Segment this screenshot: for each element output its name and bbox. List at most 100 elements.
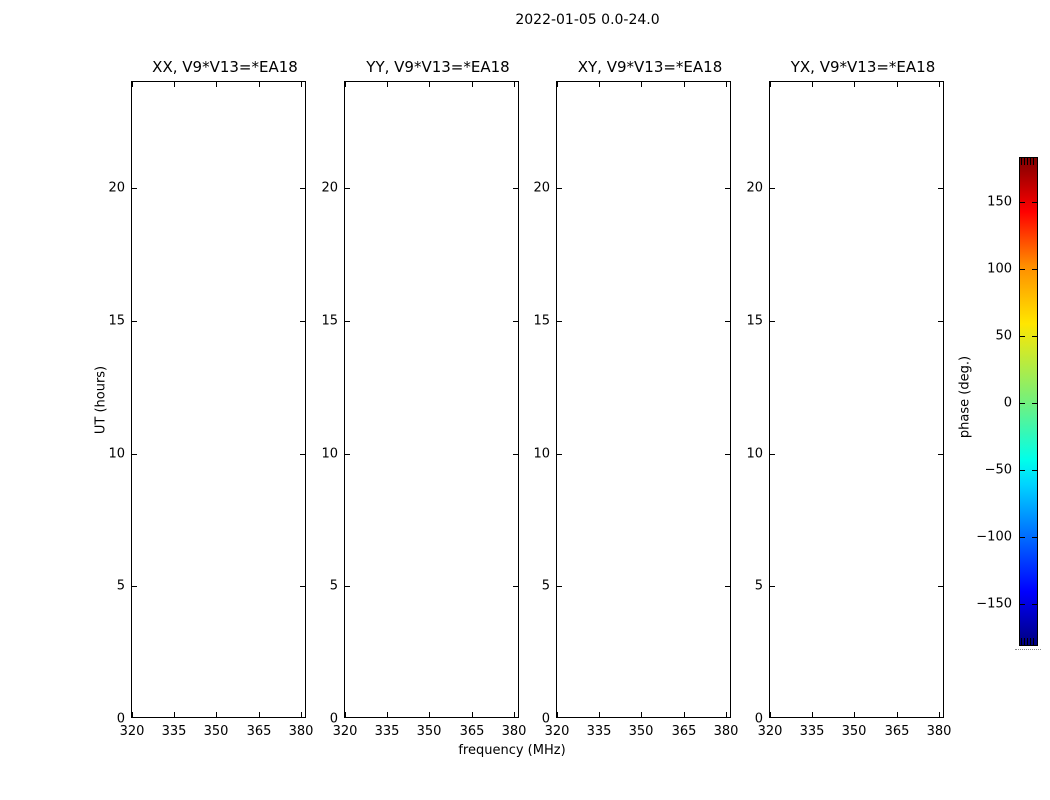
colorbar-tick-mark (1020, 402, 1025, 404)
x-tick-mark (429, 82, 430, 87)
x-tick-mark (387, 712, 388, 717)
colorbar-tick-label: 150 (987, 194, 1012, 209)
colorbar-tick-label: −150 (976, 596, 1012, 611)
x-tick-mark (684, 82, 685, 87)
x-tick-label: 350 (628, 724, 654, 739)
y-tick-mark (557, 454, 562, 455)
y-tick-mark (725, 321, 730, 322)
y-tick-mark (300, 586, 305, 587)
y-axis-label: UT (hours) (93, 365, 109, 435)
x-tick-mark (472, 712, 473, 717)
y-tick-label: 0 (329, 711, 338, 727)
x-tick-mark (345, 712, 346, 717)
x-tick-mark (641, 712, 642, 717)
y-tick-mark (770, 321, 775, 322)
x-tick-mark (641, 82, 642, 87)
x-tick-mark (216, 82, 217, 87)
y-tick-mark (345, 321, 350, 322)
colorbar-tick-label: 0 (1003, 395, 1012, 410)
colorbar-end-ticks-bottom (1021, 638, 1036, 645)
y-tick-mark (300, 188, 305, 189)
x-tick-mark (259, 712, 260, 717)
y-tick-mark (513, 188, 518, 189)
y-tick-mark (300, 321, 305, 322)
x-tick-label: 380 (501, 724, 527, 739)
x-tick-mark (216, 712, 217, 717)
y-tick-label: 15 (108, 313, 125, 329)
x-tick-label: 320 (757, 724, 783, 739)
colorbar-tick-mark (1020, 268, 1025, 270)
y-tick-label: 15 (533, 313, 550, 329)
y-tick-mark (770, 586, 775, 587)
x-tick-mark (174, 712, 175, 717)
colorbar-tick-mark (1032, 536, 1037, 538)
x-tick-mark (387, 82, 388, 87)
y-tick-mark (132, 586, 137, 587)
colorbar-tick-mark (1032, 335, 1037, 337)
x-tick-mark (770, 82, 771, 87)
colorbar-tick-mark (1032, 201, 1037, 203)
colorbar-tick-mark (1020, 603, 1025, 605)
x-tick-mark (599, 82, 600, 87)
y-tick-label: 15 (746, 313, 763, 329)
x-tick-label: 320 (119, 724, 145, 739)
colorbar-tick-mark (1032, 268, 1037, 270)
x-tick-mark (939, 82, 940, 87)
colorbar-tick-label: 50 (995, 328, 1012, 343)
y-tick-mark (132, 321, 137, 322)
colorbar-tick-mark (1020, 469, 1025, 471)
x-tick-mark (854, 712, 855, 717)
y-tick-mark (938, 321, 943, 322)
y-tick-mark (770, 454, 775, 455)
x-tick-mark (514, 82, 515, 87)
x-tick-label: 380 (713, 724, 739, 739)
x-tick-mark (132, 712, 133, 717)
y-tick-label: 5 (116, 578, 125, 594)
y-tick-mark (557, 586, 562, 587)
y-tick-label: 15 (321, 313, 338, 329)
figure-title: 2022-01-05 0.0-24.0 (515, 12, 660, 28)
y-tick-mark (513, 321, 518, 322)
colorbar-tick-label: 100 (987, 261, 1012, 276)
x-tick-label: 335 (374, 724, 400, 739)
x-tick-mark (897, 82, 898, 87)
x-tick-mark (301, 712, 302, 717)
y-tick-label: 5 (754, 578, 763, 594)
x-tick-label: 365 (671, 724, 697, 739)
x-tick-label: 320 (332, 724, 358, 739)
x-tick-label: 350 (841, 724, 867, 739)
x-tick-mark (557, 82, 558, 87)
x-tick-mark (939, 712, 940, 717)
x-tick-mark (472, 82, 473, 87)
colorbar-end-ticks-top (1021, 158, 1036, 165)
y-tick-label: 5 (329, 578, 338, 594)
x-tick-label: 365 (459, 724, 485, 739)
x-tick-mark (132, 82, 133, 87)
x-tick-mark (726, 712, 727, 717)
y-tick-mark (557, 188, 562, 189)
y-tick-label: 20 (533, 180, 550, 196)
subplot-title: XX, V9*V13=*EA18 (152, 58, 298, 76)
subplot-title: XY, V9*V13=*EA18 (577, 58, 723, 76)
x-tick-label: 320 (544, 724, 570, 739)
subplot-yy: YY, V9*V13=*EA18 320 335 350 365 380 0 5 10 15 20 (321, 58, 526, 739)
y-tick-label: 20 (746, 180, 763, 196)
x-tick-mark (684, 712, 685, 717)
x-tick-label: 350 (416, 724, 442, 739)
y-tick-mark (725, 586, 730, 587)
y-tick-label: 20 (108, 180, 125, 196)
x-tick-mark (770, 712, 771, 717)
y-tick-label: 10 (746, 446, 763, 462)
x-tick-mark (812, 82, 813, 87)
colorbar-tick-label: −50 (984, 462, 1012, 477)
y-tick-label: 0 (541, 711, 550, 727)
x-tick-label: 335 (161, 724, 187, 739)
y-tick-mark (513, 454, 518, 455)
colorbar-tick-mark (1020, 201, 1025, 203)
y-tick-mark (725, 454, 730, 455)
x-tick-mark (812, 712, 813, 717)
x-tick-label: 335 (799, 724, 825, 739)
colorbar-tick-label: −100 (976, 529, 1012, 544)
y-tick-mark (345, 188, 350, 189)
subplot-yx: YX, V9*V13=*EA18 320 335 350 365 380 0 5 10 15 20 (746, 58, 951, 739)
